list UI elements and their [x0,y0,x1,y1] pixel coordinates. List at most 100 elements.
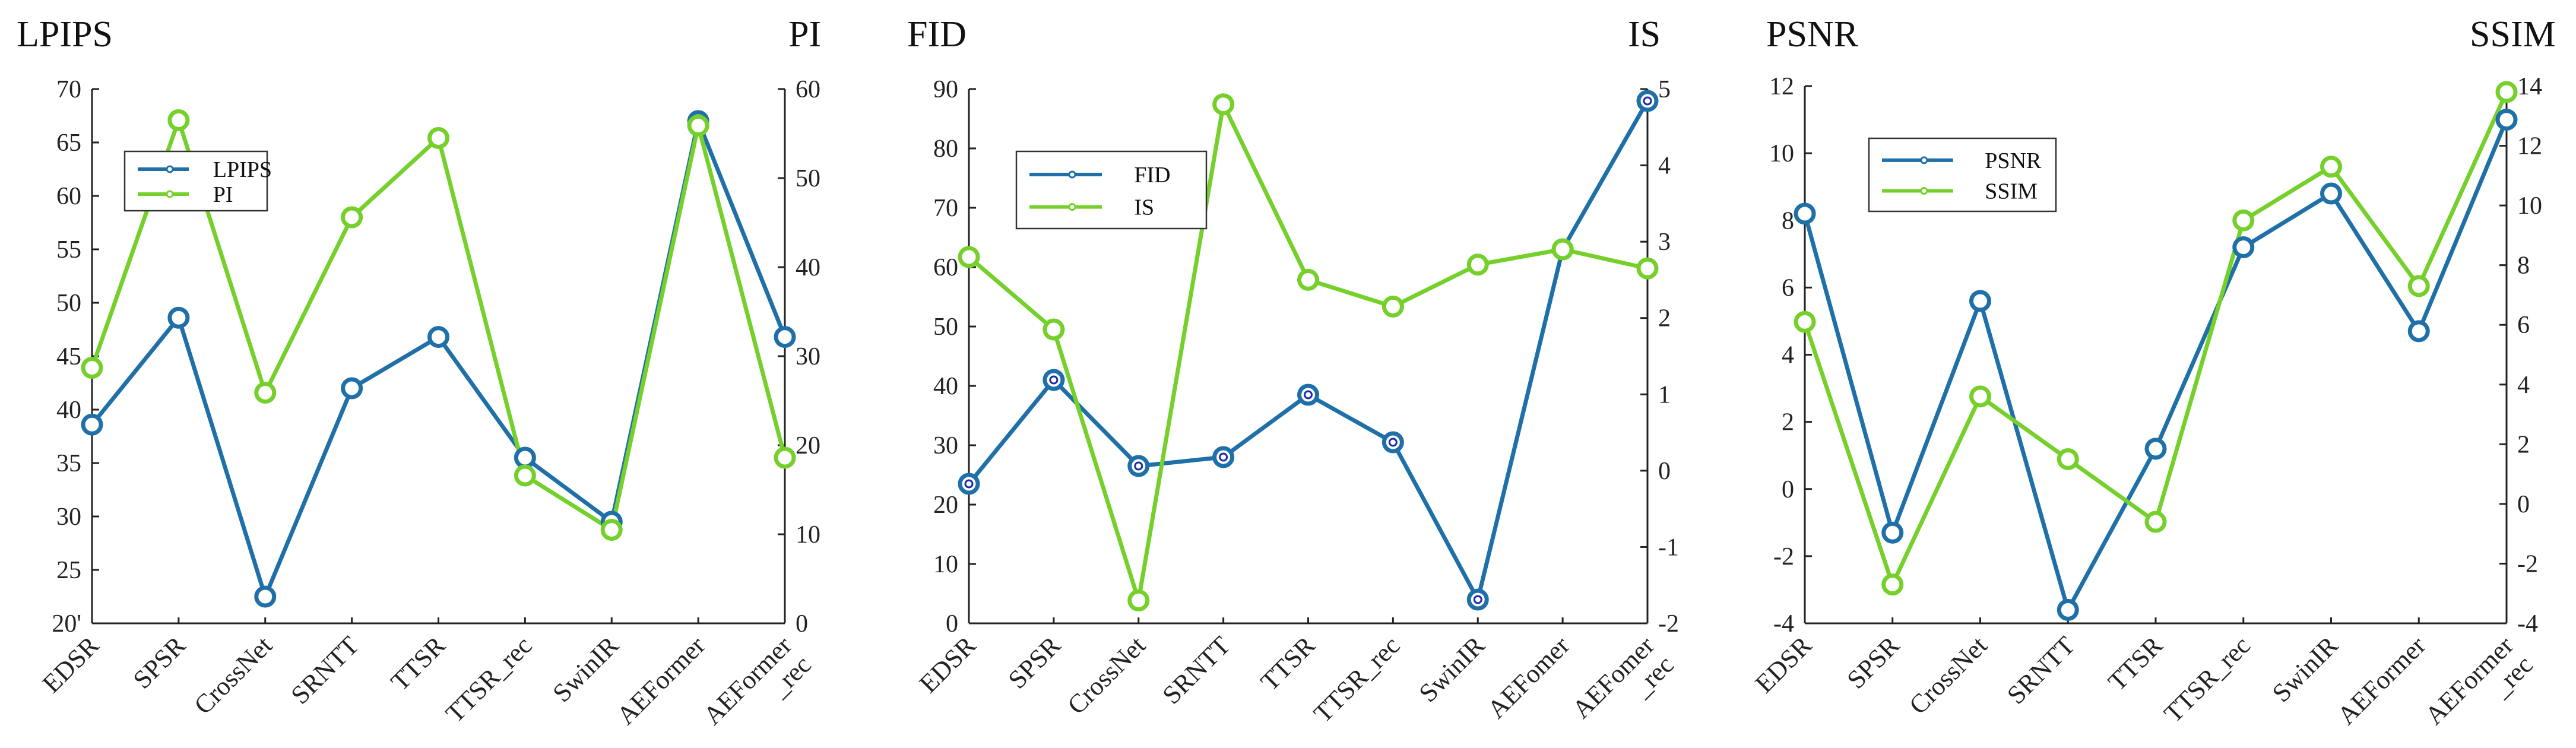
data-point-is [1297,268,1319,291]
right-tick-label: 4 [1658,153,1671,180]
category-label: AEFomer_rec [1567,630,1680,743]
left-tick-label: 20' [52,610,81,638]
data-point-psnr [1881,521,1904,544]
data-point-fid [1043,369,1065,391]
category-label: SRNTT [1157,630,1236,709]
category-label: TTSR_rec [1308,630,1405,728]
right-axis-title: SSIM [2470,14,2556,55]
data-point-is [1212,93,1235,116]
left-tick-label: 60 [933,254,958,281]
category-label: TTSR [385,630,451,696]
legend-box [1868,137,2057,213]
right-axis-title: IS [1628,14,1661,55]
left-tick-label: 40 [56,397,81,424]
left-tick-label: 10 [1769,140,1794,167]
data-point-lpips [514,446,536,469]
category-label: EDSR [37,630,105,699]
data-point-pi [687,115,709,137]
data-point-pi [341,206,363,229]
data-point-fid [1466,588,1489,611]
data-point-psnr [1969,290,1991,312]
category-label: SPSR [1003,630,1067,695]
category-label: CrossNet [1903,630,1992,720]
data-point-fid [1636,90,1659,112]
left-tick-label: 50 [56,290,81,317]
legend-box [1015,150,1208,230]
right-tick-label: 12 [2517,133,2542,160]
left-tick-label: 55 [56,236,81,264]
data-point-is [1551,238,1574,261]
panel-lpips-pi: LPIPS PI 20' 25 30 35 40 45 50 55 60 65 70 0 10 20 30 4… [17,14,821,748]
right-tick-label: 60 [796,76,820,103]
category-label: SRNTT [2001,630,2080,709]
right-tick-label: 50 [796,165,820,192]
data-point-is [1043,318,1065,341]
left-tick-label: 70 [933,195,958,222]
data-point-psnr [2232,236,2255,258]
left-tick-label: 70 [56,76,81,103]
data-point-ssim [2057,448,2079,470]
data-point-is [1382,295,1404,318]
left-tick-label: 12 [1769,73,1794,100]
data-point-pi [81,357,103,379]
category-label: EDSR [914,630,982,699]
legend-marker [1920,156,1928,164]
category-label: TTSR_rec [440,630,537,728]
data-point-ssim [2144,511,2167,533]
left-tick-label: 35 [56,450,81,477]
category-label: TTSR_rec [2159,630,2256,728]
right-tick-label: 0 [796,610,808,638]
data-point-psnr [2495,109,2518,131]
right-tick-label: 6 [2517,312,2530,339]
category-label: TTSR [2102,630,2168,696]
right-tick-label: -2 [2517,550,2538,578]
data-point-psnr [2320,182,2342,205]
right-tick-label: 1 [1658,381,1671,408]
data-point-psnr [2057,598,2079,621]
legend-label: SSIM [1985,179,2038,204]
data-point-pi [427,127,449,149]
left-axis-title: FID [907,14,967,55]
right-axis-title: PI [788,14,821,55]
data-point-lpips [427,326,449,348]
data-point-is [1636,257,1659,280]
category-label: AEFormer_rec [698,630,816,748]
data-point-pi [167,109,190,131]
legend-label: FID [1134,163,1170,188]
data-point-ssim [1969,385,1991,408]
category-label: SPSR [128,630,192,695]
data-point-ssim [1794,310,1816,333]
right-tick-label: 14 [2517,73,2542,100]
right-tick-label: 10 [796,521,820,549]
right-tick-label: 30 [796,343,820,370]
data-point-pi [254,382,277,404]
data-point-lpips [774,326,796,348]
data-point-is [1127,589,1150,611]
category-label: SRNTT [286,630,365,709]
data-point-ssim [2232,209,2255,232]
category-label: TTSR [1255,630,1321,696]
left-tick-label: 25 [56,557,81,584]
left-tick-label: 0 [1782,476,1794,503]
data-point-fid [1297,383,1319,406]
legend-marker [1920,187,1928,195]
data-point-lpips [81,413,103,436]
data-point-lpips [341,377,363,400]
left-tick-label: -2 [1773,543,1794,570]
category-label: CrossNet [188,630,277,720]
left-tick-label: 50 [933,313,958,341]
legend-marker [166,165,174,173]
right-tick-label: 8 [2517,252,2530,280]
left-tick-label: 80 [933,135,958,163]
data-point-fid [1382,431,1404,454]
data-point-fid [1212,446,1235,468]
left-tick-label: 6 [1782,274,1794,302]
data-point-ssim [2407,275,2430,297]
legend-marker [1068,170,1076,179]
data-point-ssim [1881,573,1904,596]
data-point-ssim [2320,156,2342,178]
right-tick-label: 20 [796,432,820,459]
legend-label: LPIPS [213,157,272,182]
data-point-ssim [2495,81,2518,103]
data-point-psnr [2144,438,2167,460]
